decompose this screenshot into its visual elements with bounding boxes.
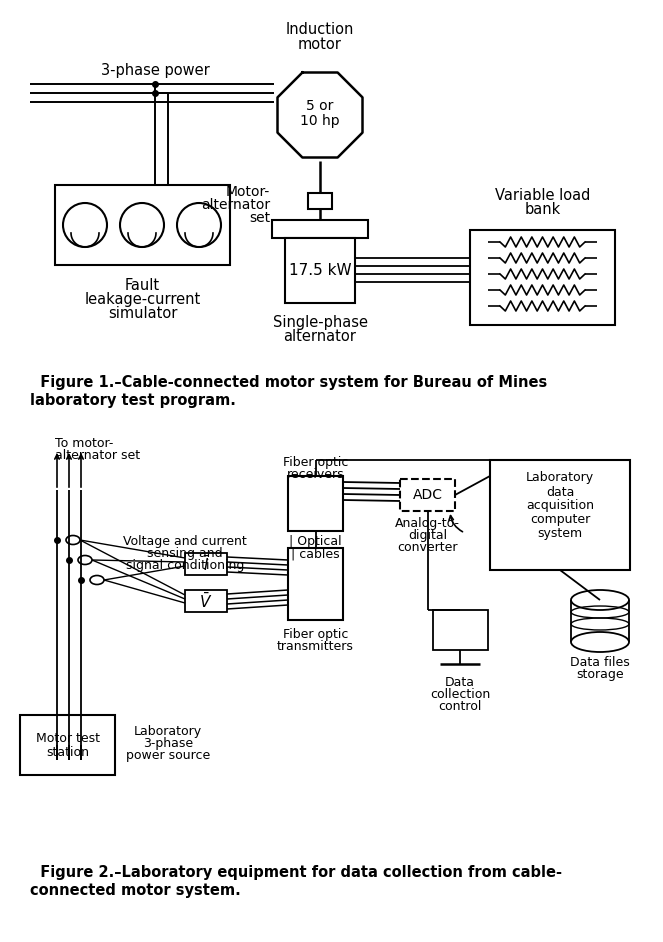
Text: converter: converter xyxy=(397,541,457,554)
Text: alternator: alternator xyxy=(201,198,270,212)
Text: motor: motor xyxy=(298,37,342,52)
Text: Data files: Data files xyxy=(570,656,630,669)
Text: $\bar{I}$: $\bar{I}$ xyxy=(203,555,210,574)
Text: | cables: | cables xyxy=(291,547,340,560)
Text: sensing and: sensing and xyxy=(147,547,223,560)
Text: Laboratory: Laboratory xyxy=(134,725,202,738)
Text: 3-phase: 3-phase xyxy=(143,737,193,750)
Bar xyxy=(55,185,230,265)
Bar xyxy=(272,220,368,238)
Text: 5 or: 5 or xyxy=(306,99,333,113)
Bar xyxy=(470,230,615,325)
Text: | Optical: | Optical xyxy=(289,535,342,548)
Text: Fault: Fault xyxy=(125,278,160,293)
Text: collection: collection xyxy=(430,688,490,701)
Text: laboratory test program.: laboratory test program. xyxy=(30,393,236,408)
Text: Motor test: Motor test xyxy=(36,732,99,744)
Text: $\bar{V}$: $\bar{V}$ xyxy=(200,592,213,610)
Text: connected motor system.: connected motor system. xyxy=(30,883,241,898)
Bar xyxy=(490,460,630,570)
Text: To motor-: To motor- xyxy=(55,437,113,450)
Text: simulator: simulator xyxy=(108,306,177,321)
Text: set: set xyxy=(249,211,270,225)
Bar xyxy=(185,553,227,575)
Bar xyxy=(432,610,487,650)
Text: Induction: Induction xyxy=(286,22,354,37)
Text: power source: power source xyxy=(126,749,210,762)
Text: transmitters: transmitters xyxy=(277,640,354,653)
Text: Single-phase: Single-phase xyxy=(272,315,367,330)
Text: bank: bank xyxy=(524,203,561,218)
Text: system: system xyxy=(538,528,583,541)
Bar xyxy=(308,193,332,209)
Bar xyxy=(285,238,355,303)
Text: Variable load: Variable load xyxy=(495,187,590,203)
Text: data: data xyxy=(546,485,574,498)
Text: signal conditioning: signal conditioning xyxy=(126,559,244,572)
Text: receivers: receivers xyxy=(286,468,344,481)
Bar xyxy=(185,590,227,612)
Text: station: station xyxy=(46,745,89,758)
Text: Data: Data xyxy=(445,676,475,689)
Text: 3-phase power: 3-phase power xyxy=(101,62,210,77)
Text: Figure 2.–Laboratory equipment for data collection from cable-: Figure 2.–Laboratory equipment for data … xyxy=(30,865,562,880)
Text: Figure 1.–Cable-connected motor system for Bureau of Mines: Figure 1.–Cable-connected motor system f… xyxy=(30,375,547,390)
Text: control: control xyxy=(438,700,482,713)
Bar xyxy=(20,715,115,775)
Text: Analog-to-: Analog-to- xyxy=(395,517,460,530)
Bar xyxy=(400,479,455,511)
Text: alternator: alternator xyxy=(284,329,357,344)
Polygon shape xyxy=(278,73,363,157)
Bar xyxy=(288,548,343,620)
Text: Motor-: Motor- xyxy=(225,185,270,199)
Text: storage: storage xyxy=(576,668,624,681)
Text: Fiber optic: Fiber optic xyxy=(283,628,348,641)
Text: computer: computer xyxy=(530,513,590,527)
Bar xyxy=(288,476,343,531)
Text: alternator set: alternator set xyxy=(55,449,140,462)
Text: 10 hp: 10 hp xyxy=(300,114,340,128)
Text: Voltage and current: Voltage and current xyxy=(123,535,247,548)
Text: Fiber optic: Fiber optic xyxy=(283,456,348,469)
Text: ADC: ADC xyxy=(412,488,442,502)
Text: acquisition: acquisition xyxy=(526,499,594,512)
Text: 17.5 kW: 17.5 kW xyxy=(288,263,351,278)
Text: digital: digital xyxy=(408,529,447,542)
Text: leakage-current: leakage-current xyxy=(84,292,201,307)
Ellipse shape xyxy=(571,632,629,652)
Text: Laboratory: Laboratory xyxy=(526,472,594,484)
